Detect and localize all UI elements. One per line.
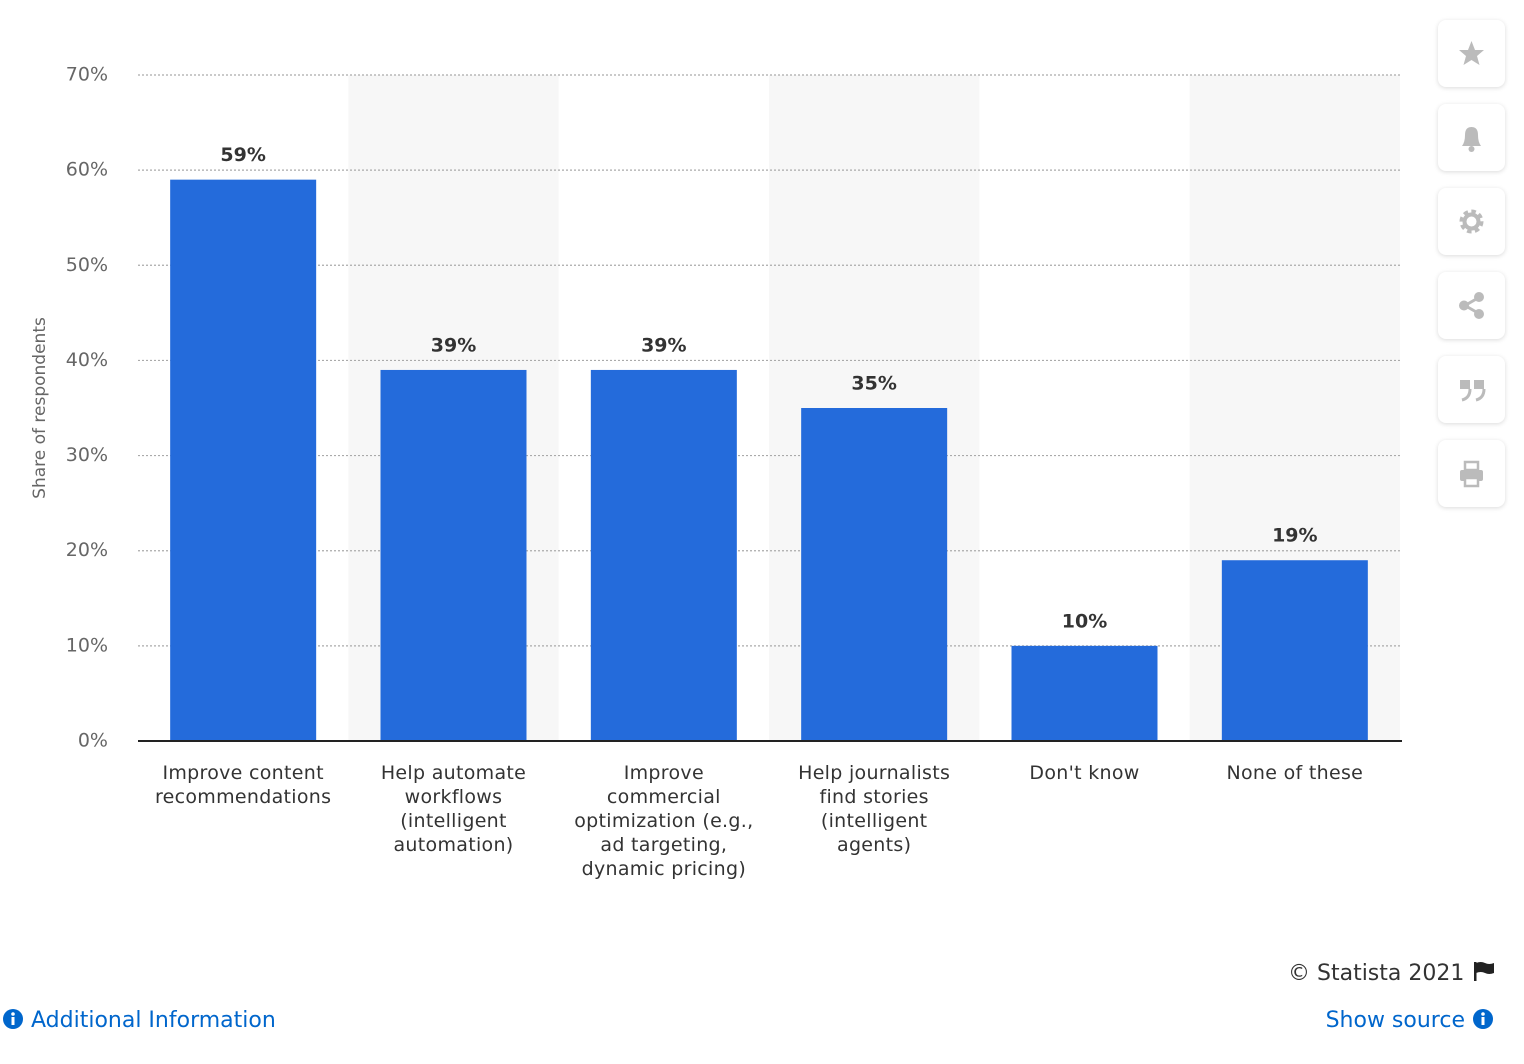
y-tick-label: 30% bbox=[66, 444, 108, 466]
star-icon bbox=[1459, 41, 1484, 65]
y-axis-label: Share of respondents bbox=[30, 317, 50, 499]
bar bbox=[801, 408, 948, 741]
bell-icon bbox=[1462, 127, 1481, 152]
value-label: 19% bbox=[1272, 525, 1317, 547]
info-icon bbox=[1473, 1009, 1493, 1029]
quote-icon bbox=[1460, 380, 1486, 402]
value-label: 35% bbox=[851, 373, 896, 395]
show-source-link[interactable]: Show source bbox=[1326, 1008, 1494, 1033]
gear-icon bbox=[1459, 209, 1484, 234]
value-label: 39% bbox=[431, 334, 476, 356]
additional-info-text: Additional Information bbox=[31, 1008, 276, 1033]
bar bbox=[1011, 645, 1158, 741]
x-tick-label: None of these bbox=[1226, 762, 1364, 784]
y-tick-label: 60% bbox=[66, 159, 108, 181]
copyright: © Statista 2021 bbox=[1288, 960, 1497, 986]
share-button[interactable] bbox=[1438, 272, 1505, 339]
y-tick-label: 40% bbox=[66, 349, 108, 371]
bar bbox=[170, 179, 317, 741]
x-tick-label: Help automate workflows (intelligent aut… bbox=[380, 762, 527, 856]
settings-button[interactable] bbox=[1438, 188, 1505, 255]
print-icon bbox=[1460, 460, 1483, 488]
bar bbox=[380, 369, 527, 741]
notification-button[interactable] bbox=[1438, 104, 1505, 171]
x-tick-label: Improve commercial optimization (e.g., a… bbox=[574, 762, 754, 880]
value-label: 39% bbox=[641, 334, 686, 356]
show-source-text: Show source bbox=[1325, 1008, 1465, 1033]
y-tick-label: 70% bbox=[66, 64, 108, 86]
print-button[interactable] bbox=[1438, 440, 1505, 507]
info-icon bbox=[3, 1009, 23, 1029]
flag-icon bbox=[1474, 962, 1495, 981]
y-tick-label: 0% bbox=[78, 730, 108, 752]
copyright-text: © Statista 2021 bbox=[1288, 961, 1465, 986]
y-tick-label: 50% bbox=[66, 254, 108, 276]
share-icon bbox=[1459, 292, 1484, 319]
favorite-button[interactable] bbox=[1438, 20, 1505, 87]
bar bbox=[590, 369, 737, 741]
x-tick-label: Help journalists find stories (intellige… bbox=[798, 762, 951, 856]
value-label: 59% bbox=[220, 144, 265, 166]
y-tick-label: 10% bbox=[66, 634, 108, 656]
additional-info-link[interactable]: Additional Information bbox=[2, 1008, 276, 1033]
chart: Share of respondents 0% 10% 20% 30% 40% 50% 60… bbox=[30, 64, 1402, 752]
value-label: 10% bbox=[1062, 610, 1107, 632]
x-tick-label: Improve content recommendations bbox=[154, 762, 332, 808]
x-tick-label: Don't know bbox=[1029, 762, 1140, 784]
y-tick-label: 20% bbox=[66, 539, 108, 561]
cite-button[interactable] bbox=[1438, 356, 1505, 423]
bar bbox=[1221, 560, 1368, 741]
